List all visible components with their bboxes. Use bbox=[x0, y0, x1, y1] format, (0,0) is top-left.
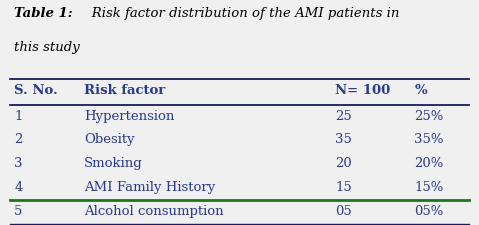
Text: 15%: 15% bbox=[414, 180, 444, 193]
Text: 25: 25 bbox=[335, 109, 352, 122]
Text: AMI Family History: AMI Family History bbox=[84, 180, 215, 193]
Text: 35%: 35% bbox=[414, 133, 444, 146]
Text: 20: 20 bbox=[335, 156, 352, 169]
Text: 1: 1 bbox=[14, 109, 23, 122]
Text: Obesity: Obesity bbox=[84, 133, 135, 146]
Text: %: % bbox=[414, 83, 427, 96]
Text: Table 1:: Table 1: bbox=[14, 7, 73, 20]
Text: S. No.: S. No. bbox=[14, 83, 58, 96]
Text: 05: 05 bbox=[335, 204, 352, 217]
Text: 3: 3 bbox=[14, 156, 23, 169]
Text: 25%: 25% bbox=[414, 109, 444, 122]
Text: 4: 4 bbox=[14, 180, 23, 193]
Text: Risk factor distribution of the AMI patients in: Risk factor distribution of the AMI pati… bbox=[79, 7, 399, 20]
Text: Alcohol consumption: Alcohol consumption bbox=[84, 204, 223, 217]
Text: 15: 15 bbox=[335, 180, 352, 193]
Text: N= 100: N= 100 bbox=[335, 83, 390, 96]
Text: 35: 35 bbox=[335, 133, 352, 146]
Text: 5: 5 bbox=[14, 204, 23, 217]
Text: Risk factor: Risk factor bbox=[84, 83, 165, 96]
Text: this study: this study bbox=[14, 40, 80, 54]
Text: 20%: 20% bbox=[414, 156, 444, 169]
Text: 05%: 05% bbox=[414, 204, 444, 217]
Text: Smoking: Smoking bbox=[84, 156, 143, 169]
Text: 2: 2 bbox=[14, 133, 23, 146]
Text: Hypertension: Hypertension bbox=[84, 109, 174, 122]
